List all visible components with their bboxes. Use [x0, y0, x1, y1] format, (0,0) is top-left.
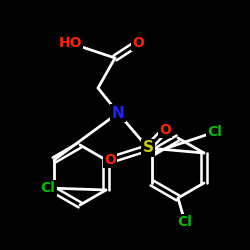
Text: N: N — [112, 106, 124, 120]
Text: Cl: Cl — [208, 125, 222, 139]
Text: Cl: Cl — [178, 215, 192, 229]
Text: O: O — [132, 36, 144, 50]
Text: O: O — [104, 153, 116, 167]
Text: O: O — [159, 123, 171, 137]
Text: Cl: Cl — [40, 181, 56, 195]
Text: S: S — [142, 140, 154, 156]
Text: HO: HO — [58, 36, 82, 50]
